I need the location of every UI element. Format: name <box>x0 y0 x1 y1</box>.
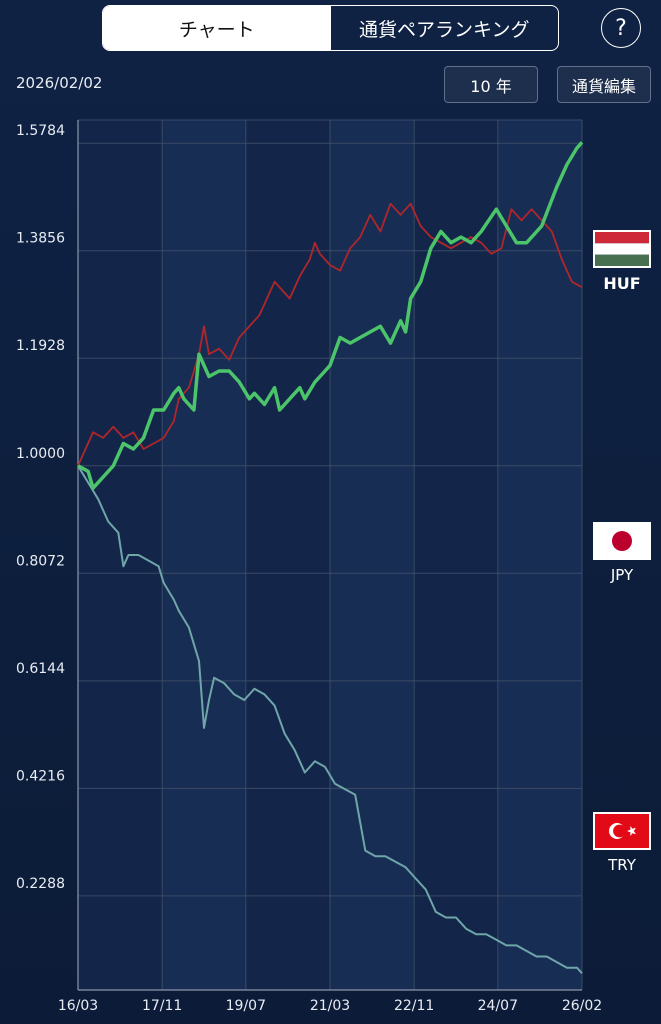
help-button[interactable]: ? <box>601 8 641 48</box>
japan-flag-icon <box>593 522 651 560</box>
y-tick-label: 1.5784 <box>16 123 65 139</box>
chart-date: 2026/02/02 <box>16 74 103 92</box>
series-line-huf <box>77 141 584 490</box>
y-tick-label: 1.0000 <box>16 446 65 462</box>
turkey-flag-icon <box>593 812 651 850</box>
x-tick-label: 21/03 <box>310 998 350 1014</box>
chart-band <box>245 120 330 990</box>
chart-bands <box>78 120 582 990</box>
y-tick-label: 0.6144 <box>16 661 65 677</box>
legend-item-try[interactable]: TRY <box>593 812 651 874</box>
x-tick-label: 24/07 <box>478 998 518 1014</box>
chart-grid <box>77 119 583 991</box>
x-tick-label: 19/07 <box>226 998 266 1014</box>
chart-band <box>330 120 415 990</box>
y-tick-label: 1.3856 <box>16 231 65 247</box>
y-axis-labels: 1.5784 1.3856 1.1928 1.0000 0.8072 0.6144 0.42… <box>16 123 65 892</box>
legend-label-try: TRY <box>608 856 636 874</box>
hungary-flag-icon <box>593 230 651 268</box>
x-axis-labels: 16/03 17/11 19/07 21/03 22/11 24/07 26/02 <box>58 998 602 1014</box>
x-tick-label: 16/03 <box>58 998 98 1014</box>
tab-currency-pair-ranking[interactable]: 通貨ペアランキング <box>359 18 530 41</box>
period-button[interactable]: 10 年 <box>444 66 538 103</box>
chart-band <box>162 120 246 990</box>
series-line-try <box>77 465 583 974</box>
edit-currency-button[interactable]: 通貨編集 <box>557 66 651 103</box>
chart-series <box>77 141 584 974</box>
chart-band <box>78 120 163 990</box>
series-line-jpy <box>77 202 583 467</box>
chart-band <box>414 120 498 990</box>
legend-label-huf: HUF <box>603 274 641 293</box>
x-tick-label: 26/02 <box>562 998 602 1014</box>
y-tick-label: 0.8072 <box>16 553 65 569</box>
x-tick-label: 22/11 <box>394 998 434 1014</box>
y-tick-label: 1.1928 <box>16 338 65 354</box>
y-tick-label: 0.2288 <box>16 876 65 892</box>
legend-label-jpy: JPY <box>610 566 634 584</box>
legend-item-huf[interactable]: HUF <box>593 230 651 293</box>
tab-chart[interactable]: チャート <box>103 6 331 50</box>
legend-item-jpy[interactable]: JPY <box>593 522 651 584</box>
x-tick-label: 17/11 <box>142 998 182 1014</box>
y-tick-label: 0.4216 <box>16 768 65 784</box>
chart-band <box>497 120 582 990</box>
view-segmented-control: チャート 通貨ペアランキング <box>102 5 559 51</box>
